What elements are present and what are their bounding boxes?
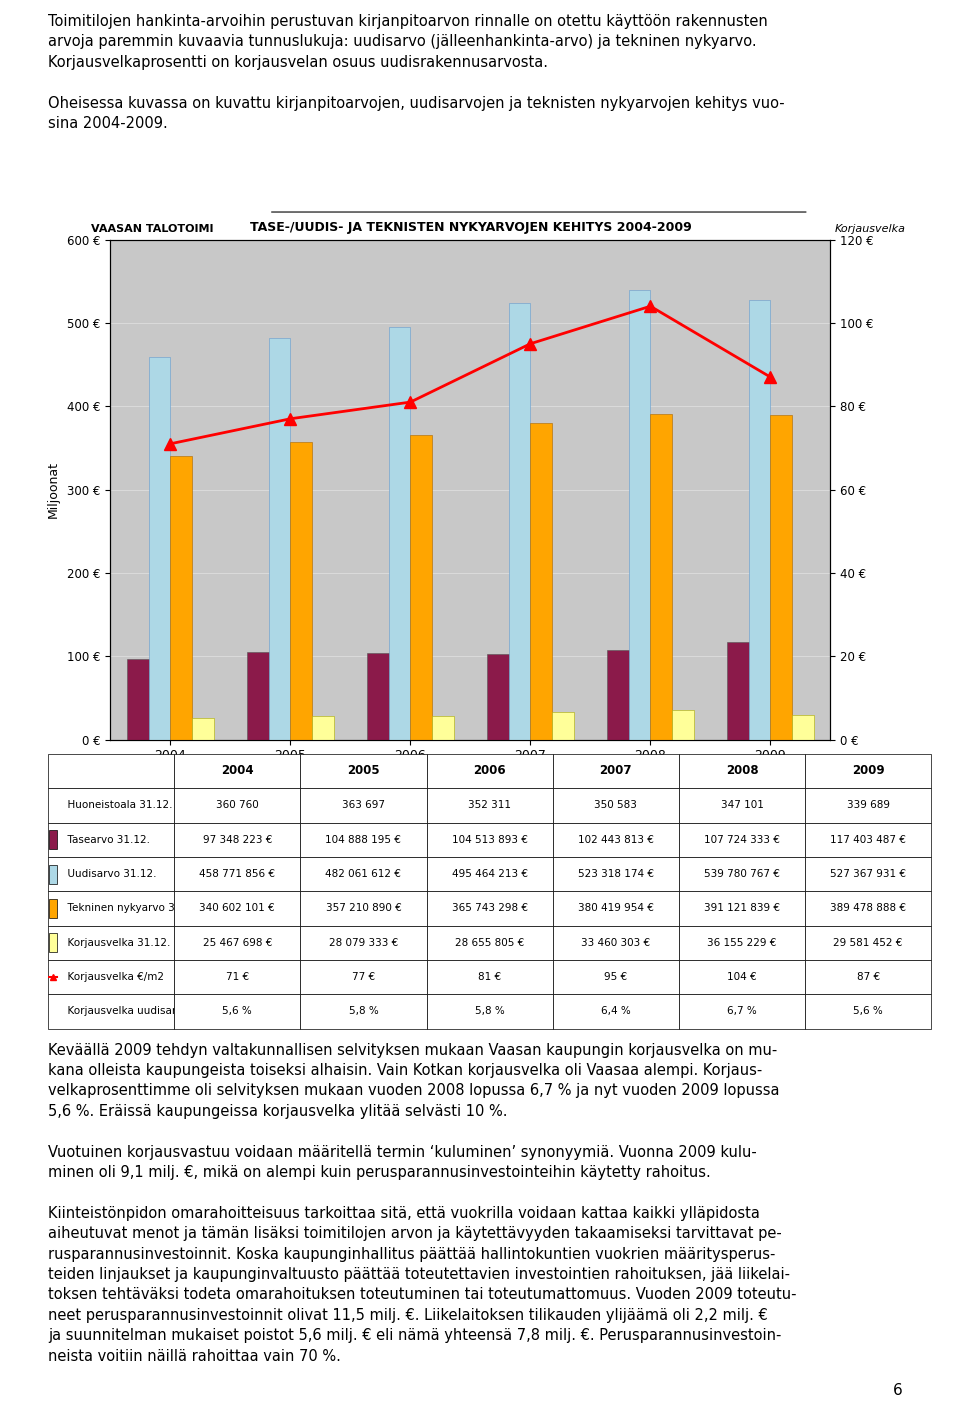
Y-axis label: Miljoonat: Miljoonat [47, 461, 60, 519]
Bar [770, 416, 792, 740]
Bar [389, 327, 411, 740]
Bar [432, 716, 454, 740]
Bar [49, 830, 57, 850]
Text: VAASAN TALOTOIMI: VAASAN TALOTOIMI [91, 224, 214, 234]
Bar [290, 442, 312, 740]
Bar [192, 719, 213, 740]
Bar [171, 455, 192, 740]
Bar [49, 865, 57, 883]
Bar [149, 358, 171, 740]
Text: 6: 6 [893, 1382, 902, 1398]
Bar [49, 899, 57, 919]
Bar [552, 712, 574, 740]
Bar [248, 652, 269, 740]
Text: Keväällä 2009 tehdyn valtakunnallisen selvityksen mukaan Vaasan kaupungin korjau: Keväällä 2009 tehdyn valtakunnallisen se… [48, 1043, 797, 1364]
Text: Toimitilojen hankinta-arvoihin perustuvan kirjanpitoarvon rinnalle on otettu käy: Toimitilojen hankinta-arvoihin perustuva… [48, 14, 784, 131]
Bar [488, 654, 509, 740]
Bar [367, 652, 389, 740]
Bar [530, 423, 552, 740]
Bar [629, 290, 651, 740]
Bar [49, 933, 57, 952]
Bar [749, 300, 771, 740]
Title: TASE-/UUDIS- JA TEKNISTEN NYKYARVOJEN KEHITYS 2004-2009: TASE-/UUDIS- JA TEKNISTEN NYKYARVOJEN KE… [250, 221, 691, 234]
Bar [792, 714, 813, 740]
Bar [509, 303, 531, 740]
Text: Korjausvelka: Korjausvelka [835, 224, 906, 234]
Bar [672, 710, 693, 740]
Bar [411, 435, 432, 740]
Bar [312, 716, 334, 740]
Bar [651, 414, 672, 740]
Bar [127, 658, 149, 740]
Bar [728, 643, 749, 740]
Bar [269, 338, 290, 740]
Bar [608, 650, 629, 740]
